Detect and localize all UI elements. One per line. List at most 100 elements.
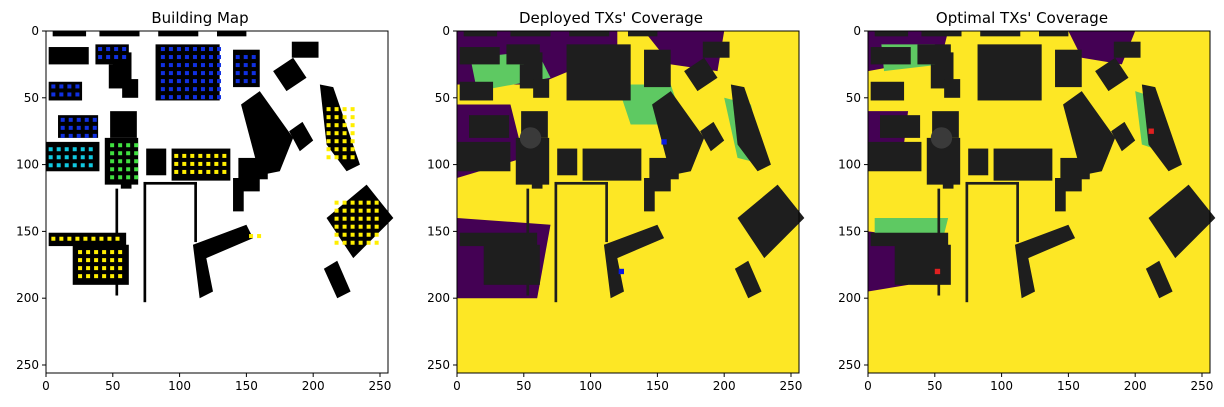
building-dot (350, 224, 355, 229)
building-dot (374, 232, 379, 237)
building-dot (334, 232, 339, 237)
building-dot (366, 216, 371, 221)
y-tick-label: 0 (442, 24, 450, 38)
building-dot (326, 123, 331, 128)
building-dot (168, 55, 173, 60)
y-tick-label: 150 (427, 224, 450, 238)
building-dot (94, 250, 99, 255)
building (122, 79, 139, 98)
building-dome (930, 127, 953, 149)
building (146, 148, 167, 176)
building (531, 177, 543, 189)
building (1055, 49, 1082, 88)
panel-building-map: Building Map 0 50 100 150 200 250 0 50 100 150 200… (0, 0, 400, 407)
x-tick-label: 250 (780, 379, 803, 393)
building (291, 41, 319, 58)
building-dot (176, 47, 181, 52)
building (880, 115, 921, 138)
y-tick-label: 0 (31, 24, 39, 38)
building-dot (48, 155, 53, 160)
building (684, 57, 718, 92)
building-dot (342, 155, 347, 160)
building-dot (80, 155, 85, 160)
building-dot (342, 200, 347, 205)
building-dot (350, 216, 355, 221)
building (993, 148, 1053, 181)
building-dot (59, 92, 64, 97)
building-dot (334, 147, 339, 152)
building (1055, 177, 1082, 212)
building-dot (350, 208, 355, 213)
building-dome (519, 127, 542, 149)
building (652, 91, 705, 176)
wall (937, 188, 941, 296)
building-dot (182, 153, 187, 158)
building-dot (114, 55, 119, 60)
building-dot (243, 71, 248, 76)
building (1145, 260, 1173, 299)
x-tick-label: 100 (579, 379, 602, 393)
building-dot (134, 175, 139, 180)
building-dot (208, 71, 213, 76)
building-dot (217, 63, 222, 68)
x-tick-label: 250 (1191, 379, 1214, 393)
wall (194, 181, 197, 243)
building-dot (200, 63, 205, 68)
building-dot (160, 55, 165, 60)
building (868, 141, 922, 172)
x-tick-label: 50 (105, 379, 120, 393)
building-dot (174, 161, 179, 166)
building-dot (126, 143, 131, 148)
building (483, 244, 540, 285)
building-dot (72, 147, 77, 152)
building (459, 81, 494, 101)
building-dot (48, 147, 53, 152)
wall (965, 181, 969, 303)
building-dot (198, 153, 203, 158)
wall (554, 181, 608, 185)
x-tick-label: 200 (302, 379, 325, 393)
wall (143, 181, 197, 185)
building (273, 57, 307, 92)
y-tick-label: 100 (427, 158, 450, 172)
building (734, 260, 762, 299)
building-dot (118, 167, 123, 172)
building-dot (342, 208, 347, 213)
building-dot (134, 143, 139, 148)
building-dot (235, 63, 240, 68)
wall (965, 181, 1019, 185)
building-dot (75, 236, 80, 241)
building-dot (64, 147, 69, 152)
x-tick-label: 0 (864, 379, 872, 393)
building-dot (99, 236, 104, 241)
panel-title: Optimal TXs' Coverage (935, 9, 1109, 27)
building (980, 31, 1021, 37)
building-dot (334, 224, 339, 229)
building (628, 31, 658, 37)
building-dot (59, 84, 64, 89)
building-dot (92, 125, 97, 130)
building-dot (76, 133, 81, 138)
building-dot (118, 274, 123, 279)
building-dot (174, 169, 179, 174)
building-dot (208, 95, 213, 100)
building-dot (198, 169, 203, 174)
building-dot (114, 47, 119, 52)
building-dot (86, 258, 91, 263)
building-dot (208, 63, 213, 68)
building-dot (110, 151, 115, 156)
building-dot (366, 208, 371, 213)
wall (605, 181, 608, 243)
x-tick-label: 150 (646, 379, 669, 393)
x-tick-label: 200 (1124, 379, 1147, 393)
axes-frame (45, 30, 389, 374)
building (566, 44, 631, 101)
building-dot (56, 147, 61, 152)
building-dot (198, 161, 203, 166)
building (582, 148, 642, 181)
building-dot (98, 55, 103, 60)
building-dot (168, 47, 173, 52)
building-dot (75, 92, 80, 97)
building-dot (160, 71, 165, 76)
